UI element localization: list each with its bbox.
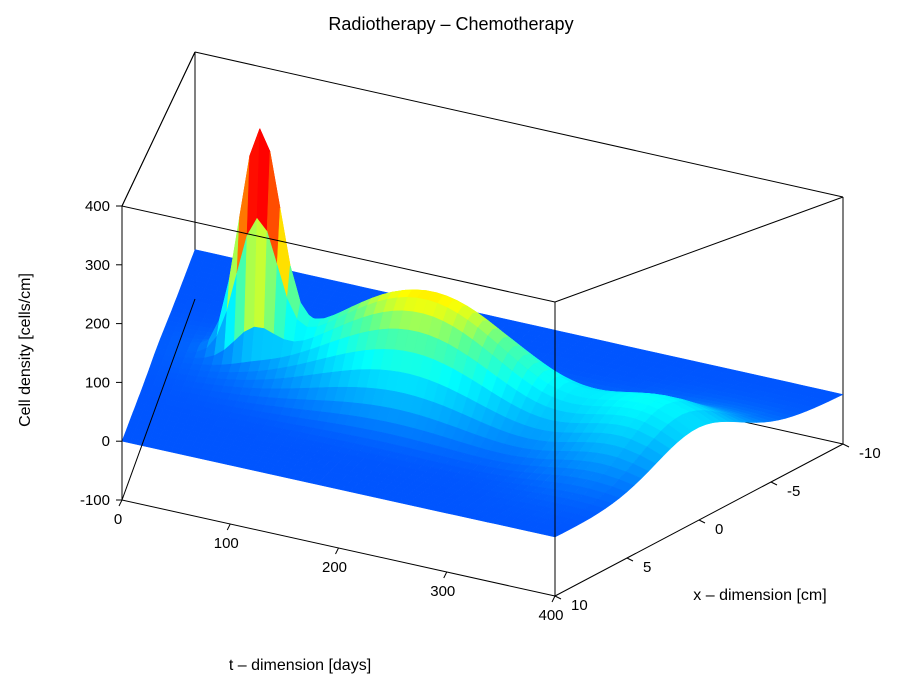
z-tick-label: 400 [85,198,110,215]
z-axis-label: Cell density [cells/cm] [17,273,34,427]
z-tick-label: -100 [80,492,110,509]
t-axis-label: t – dimension [days] [229,657,371,674]
t-tick-label: 200 [322,559,347,576]
x-tick-label: 0 [715,521,723,538]
surface [122,129,843,538]
z-tick-label: 0 [102,433,110,450]
x-tick-label: 5 [643,559,651,576]
x-tick-label: -5 [787,483,800,500]
x-tick-label: -10 [859,445,881,462]
t-tick-label: 300 [430,583,455,600]
z-tick-label: 200 [85,316,110,333]
surface-plot: Radiotherapy – Chemotherapy -10001002003… [0,0,902,691]
z-axis-ticks: -100 0 100 200 300 400 [80,198,122,509]
chart-title: Radiotherapy – Chemotherapy [328,14,573,34]
z-tick-label: 100 [85,374,110,391]
t-tick-label: 100 [214,535,239,552]
z-tick-label: 300 [85,257,110,274]
t-tick-label: 400 [538,607,563,624]
x-tick-label: 10 [571,597,588,614]
t-tick-label: 0 [114,511,122,528]
x-axis-label: x – dimension [cm] [693,587,826,604]
